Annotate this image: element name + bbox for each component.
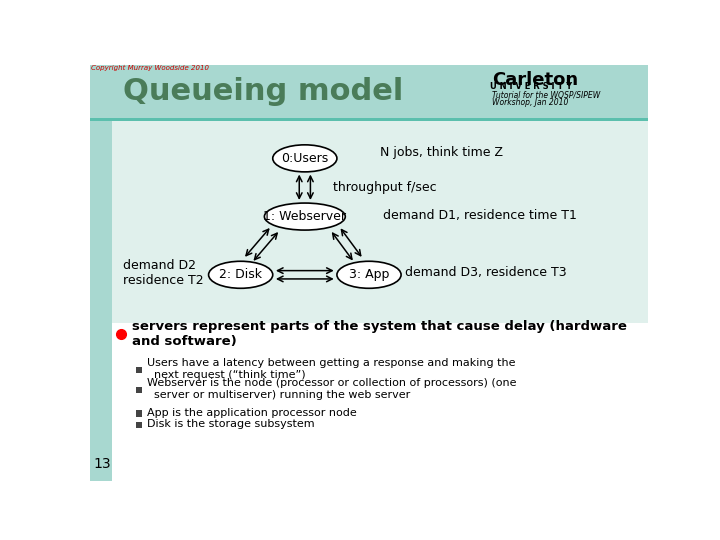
Text: 0:Users: 0:Users bbox=[282, 152, 328, 165]
Ellipse shape bbox=[337, 261, 401, 288]
Text: Disk is the storage subsystem: Disk is the storage subsystem bbox=[147, 420, 315, 429]
Text: Copyright Murray Woodside 2010: Copyright Murray Woodside 2010 bbox=[91, 65, 209, 71]
FancyBboxPatch shape bbox=[90, 118, 648, 121]
Text: throughput f/sec: throughput f/sec bbox=[333, 181, 436, 194]
Text: 2: Disk: 2: Disk bbox=[219, 268, 262, 281]
Text: 3: App: 3: App bbox=[348, 268, 390, 281]
Ellipse shape bbox=[209, 261, 273, 288]
FancyBboxPatch shape bbox=[136, 410, 142, 416]
Text: servers represent parts of the system that cause delay (hardware
and software): servers represent parts of the system th… bbox=[132, 320, 626, 348]
Text: Workshop, Jan 2010: Workshop, Jan 2010 bbox=[492, 98, 568, 107]
Text: 13: 13 bbox=[94, 457, 111, 471]
Text: 1: Webserver: 1: Webserver bbox=[264, 210, 346, 223]
Text: Webserver is the node (processor or collection of processors) (one
  server or m: Webserver is the node (processor or coll… bbox=[147, 379, 516, 400]
Text: N jobs, think time Z: N jobs, think time Z bbox=[380, 146, 503, 159]
Text: Carleton: Carleton bbox=[492, 71, 578, 89]
Ellipse shape bbox=[264, 203, 346, 230]
FancyBboxPatch shape bbox=[136, 367, 142, 373]
FancyBboxPatch shape bbox=[90, 65, 112, 481]
FancyBboxPatch shape bbox=[136, 387, 142, 393]
FancyBboxPatch shape bbox=[112, 121, 648, 322]
Text: Users have a latency between getting a response and making the
  next request (“: Users have a latency between getting a r… bbox=[147, 359, 516, 380]
Ellipse shape bbox=[273, 145, 337, 172]
Text: App is the application processor node: App is the application processor node bbox=[147, 408, 356, 418]
Text: demand D3, residence T3: demand D3, residence T3 bbox=[405, 266, 567, 279]
Text: U N I V E R S I T Y: U N I V E R S I T Y bbox=[490, 82, 572, 91]
Text: demand D1, residence time T1: demand D1, residence time T1 bbox=[383, 209, 577, 222]
Text: Queueing model: Queueing model bbox=[124, 77, 404, 106]
Text: Tutorial for the WOSP/SIPEW: Tutorial for the WOSP/SIPEW bbox=[492, 91, 600, 100]
FancyBboxPatch shape bbox=[136, 422, 142, 428]
Text: demand D2
residence T2: demand D2 residence T2 bbox=[124, 259, 204, 287]
FancyBboxPatch shape bbox=[90, 65, 648, 119]
